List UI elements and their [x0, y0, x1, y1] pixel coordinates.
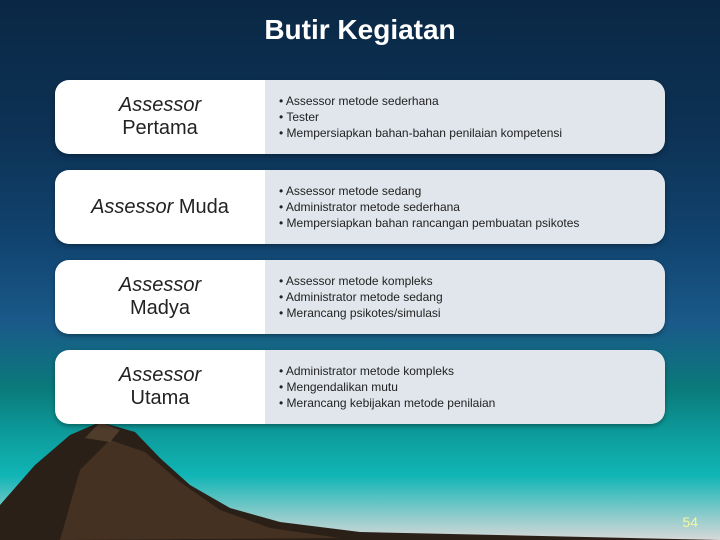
row-item: • Tester — [279, 109, 651, 125]
row-item: • Assessor metode kompleks — [279, 273, 651, 289]
row-item: • Administrator metode sedang — [279, 289, 651, 305]
slide-title: Butir Kegiatan — [0, 14, 720, 46]
label-plain: Utama — [131, 387, 190, 409]
row-body: • Administrator metode kompleks • Mengen… — [265, 350, 665, 424]
row-body: • Assessor metode sedang • Administrator… — [265, 170, 665, 244]
row-item: • Mempersiapkan bahan rancangan pembuata… — [279, 215, 651, 231]
row-item: • Administrator metode sederhana — [279, 199, 651, 215]
row-label: Assessor Pertama — [55, 80, 265, 154]
row-assessor-muda: Assessor Muda • Assessor metode sedang •… — [55, 170, 665, 244]
row-assessor-madya: Assessor Madya • Assessor metode komplek… — [55, 260, 665, 334]
row-item: • Assessor metode sedang — [279, 183, 651, 199]
row-item: • Administrator metode kompleks — [279, 363, 651, 379]
row-item: • Merancang kebijakan metode penilaian — [279, 395, 651, 411]
label-plain: Muda — [179, 196, 229, 218]
row-item: • Merancang psikotes/simulasi — [279, 305, 651, 321]
label-italic: Assessor — [119, 94, 201, 116]
row-body: • Assessor metode kompleks • Administrat… — [265, 260, 665, 334]
row-item: • Assessor metode sederhana — [279, 93, 651, 109]
row-label: Assessor Muda — [55, 170, 265, 244]
row-assessor-pertama: Assessor Pertama • Assessor metode seder… — [55, 80, 665, 154]
label-plain: Pertama — [122, 117, 198, 139]
label-italic: Assessor — [91, 196, 173, 218]
label-italic: Assessor — [119, 274, 201, 296]
row-item: • Mempersiapkan bahan-bahan penilaian ko… — [279, 125, 651, 141]
rows-container: Assessor Pertama • Assessor metode seder… — [55, 80, 665, 440]
row-item: • Mengendalikan mutu — [279, 379, 651, 395]
label-italic: Assessor — [119, 364, 201, 386]
row-label: Assessor Utama — [55, 350, 265, 424]
row-assessor-utama: Assessor Utama • Administrator metode ko… — [55, 350, 665, 424]
label-plain: Madya — [130, 297, 190, 319]
page-number: 54 — [682, 514, 698, 530]
row-label: Assessor Madya — [55, 260, 265, 334]
row-body: • Assessor metode sederhana • Tester • M… — [265, 80, 665, 154]
